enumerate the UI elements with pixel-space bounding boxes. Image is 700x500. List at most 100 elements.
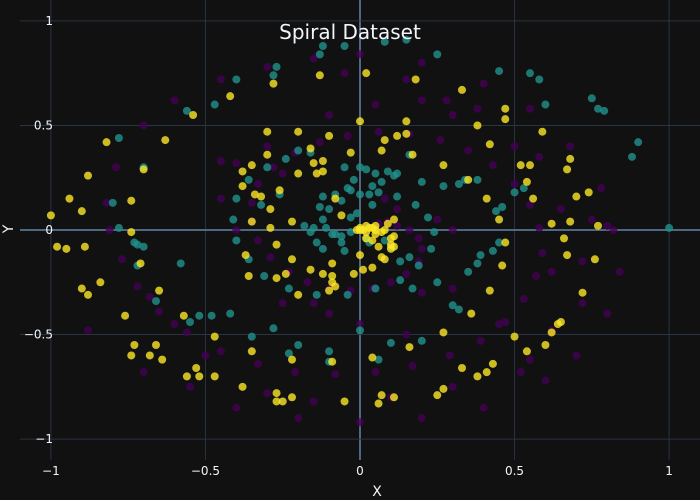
scatter-point-series-1 <box>405 253 414 262</box>
y-tick-label: −0.5 <box>24 328 53 342</box>
scatter-point-series-2 <box>482 368 491 377</box>
scatter-point-series-2 <box>547 219 556 228</box>
scatter-point-series-0 <box>448 284 457 293</box>
scatter-point-series-0 <box>572 351 581 360</box>
scatter-point-series-2 <box>374 242 383 251</box>
scatter-point-series-2 <box>377 391 386 400</box>
scatter-point-series-0 <box>170 96 179 105</box>
scatter-point-series-2 <box>501 115 510 124</box>
scatter-point-series-2 <box>102 138 111 147</box>
scatter-point-series-1 <box>396 276 405 285</box>
scatter-point-series-2 <box>192 364 201 372</box>
scatter-point-series-0 <box>603 309 612 318</box>
scatter-point-series-0 <box>433 215 442 224</box>
scatter-point-series-1 <box>139 242 148 251</box>
scatter-point-series-1 <box>495 67 504 76</box>
scatter-point-series-1 <box>315 50 324 59</box>
scatter-point-series-0 <box>269 163 278 172</box>
scatter-point-series-2 <box>501 238 510 247</box>
scatter-point-series-2 <box>522 347 531 356</box>
scatter-point-series-0 <box>448 226 457 234</box>
scatter-point-series-2 <box>179 311 188 320</box>
scatter-point-series-2 <box>250 190 259 199</box>
scatter-point-series-0 <box>464 146 473 155</box>
scatter-point-series-2 <box>433 391 442 400</box>
scatter-point-series-2 <box>238 182 247 191</box>
scatter-point-series-0 <box>510 142 519 151</box>
scatter-point-series-2 <box>139 165 148 174</box>
scatter-point-series-2 <box>155 286 164 295</box>
scatter-point-series-1 <box>331 230 340 239</box>
scatter-point-series-0 <box>356 50 364 59</box>
scatter-point-series-2 <box>127 228 136 237</box>
scatter-point-series-2 <box>247 161 256 170</box>
scatter-point-series-0 <box>291 368 300 377</box>
scatter-point-series-0 <box>201 351 210 360</box>
scatter-point-series-2 <box>362 228 371 237</box>
scatter-point-series-0 <box>587 215 596 224</box>
scatter-point-series-2 <box>244 272 253 280</box>
scatter-point-series-2 <box>145 351 154 360</box>
scatter-point-series-0 <box>535 223 544 232</box>
scatter-point-series-0 <box>254 180 262 188</box>
scatter-point-series-2 <box>272 240 281 249</box>
scatter-point-series-1 <box>473 175 482 184</box>
scatter-point-series-1 <box>541 100 550 109</box>
scatter-point-series-0 <box>417 288 426 297</box>
scatter-point-series-0 <box>139 368 148 377</box>
scatter-point-series-2 <box>458 85 466 94</box>
y-axis-title: Y <box>1 224 17 234</box>
scatter-point-series-2 <box>556 318 565 326</box>
scatter-point-series-2 <box>315 71 324 80</box>
scatter-point-series-1 <box>337 196 346 205</box>
scatter-point-series-2 <box>368 353 377 362</box>
scatter-point-series-0 <box>216 75 225 84</box>
scatter-point-series-1 <box>340 42 349 50</box>
scatter-point-series-2 <box>377 228 386 237</box>
scatter-point-series-1 <box>312 238 321 247</box>
scatter-point-series-1 <box>377 177 386 186</box>
scatter-point-series-2 <box>257 192 266 201</box>
scatter-point-series-1 <box>229 215 238 224</box>
scatter-point-series-0 <box>578 299 587 308</box>
scatter-point-series-0 <box>414 234 423 243</box>
scatter-point-series-1 <box>226 309 235 318</box>
scatter-point-series-1 <box>325 205 334 214</box>
scatter-point-series-2 <box>263 150 272 159</box>
scatter-point-series-1 <box>476 251 485 260</box>
scatter-point-series-2 <box>408 150 417 159</box>
scatter-point-series-2 <box>356 117 364 126</box>
scatter-point-series-2 <box>380 136 389 145</box>
scatter-point-series-2 <box>195 372 204 381</box>
scatter-point-series-2 <box>226 92 235 101</box>
scatter-point-series-2 <box>390 393 398 402</box>
scatter-point-series-2 <box>272 389 281 398</box>
scatter-point-series-0 <box>402 75 411 84</box>
scatter-point-series-0 <box>386 278 395 287</box>
scatter-point-series-0 <box>476 336 485 345</box>
scatter-point-series-1 <box>263 163 272 172</box>
scatter-point-series-1 <box>417 177 426 186</box>
scatter-point-series-1 <box>346 228 355 237</box>
scatter-point-series-0 <box>417 58 426 67</box>
scatter-point-series-2 <box>309 159 318 168</box>
scatter-point-series-1 <box>492 207 500 216</box>
scatter-point-series-2 <box>294 127 303 136</box>
scatter-point-series-2 <box>560 234 568 243</box>
scatter-point-series-2 <box>272 397 281 406</box>
scatter-point-series-1 <box>374 355 383 364</box>
scatter-point-series-2 <box>374 399 383 408</box>
scatter-point-series-0 <box>133 282 142 291</box>
scatter-point-series-0 <box>615 267 624 276</box>
scatter-point-series-0 <box>448 382 457 391</box>
scatter-point-series-1 <box>454 305 463 314</box>
scatter-point-series-0 <box>216 347 225 356</box>
scatter-point-series-2 <box>127 351 136 360</box>
scatter-point-series-2 <box>325 131 334 140</box>
scatter-point-series-0 <box>254 236 262 245</box>
scatter-point-series-2 <box>325 286 334 295</box>
scatter-point-series-2 <box>318 157 327 165</box>
scatter-point-series-1 <box>594 104 602 113</box>
scatter-point-series-1 <box>634 138 643 147</box>
